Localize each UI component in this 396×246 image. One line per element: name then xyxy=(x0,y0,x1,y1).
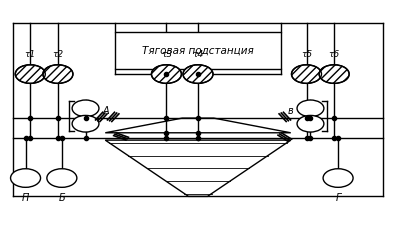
Text: А: А xyxy=(103,106,110,116)
Text: τ5: τ5 xyxy=(301,50,312,59)
Text: τ1: τ1 xyxy=(25,50,36,59)
Text: τ3: τ3 xyxy=(161,50,172,59)
Circle shape xyxy=(291,65,322,83)
Circle shape xyxy=(323,169,353,187)
Circle shape xyxy=(183,65,213,83)
Text: τ2: τ2 xyxy=(52,50,63,59)
Text: τ4: τ4 xyxy=(192,50,204,59)
Circle shape xyxy=(47,169,77,187)
Text: Г: Г xyxy=(335,193,341,203)
FancyBboxPatch shape xyxy=(115,32,281,69)
Text: П: П xyxy=(22,193,29,203)
Circle shape xyxy=(319,65,349,83)
Circle shape xyxy=(43,65,73,83)
Circle shape xyxy=(297,100,324,117)
Text: в: в xyxy=(287,106,293,116)
Text: τ6: τ6 xyxy=(329,50,340,59)
Circle shape xyxy=(15,65,45,83)
Circle shape xyxy=(72,100,99,117)
Circle shape xyxy=(11,169,40,187)
Circle shape xyxy=(72,115,99,132)
Circle shape xyxy=(297,115,324,132)
Circle shape xyxy=(151,65,181,83)
Text: Тяговая подстанция: Тяговая подстанция xyxy=(142,46,254,56)
Text: Б: Б xyxy=(59,193,65,203)
